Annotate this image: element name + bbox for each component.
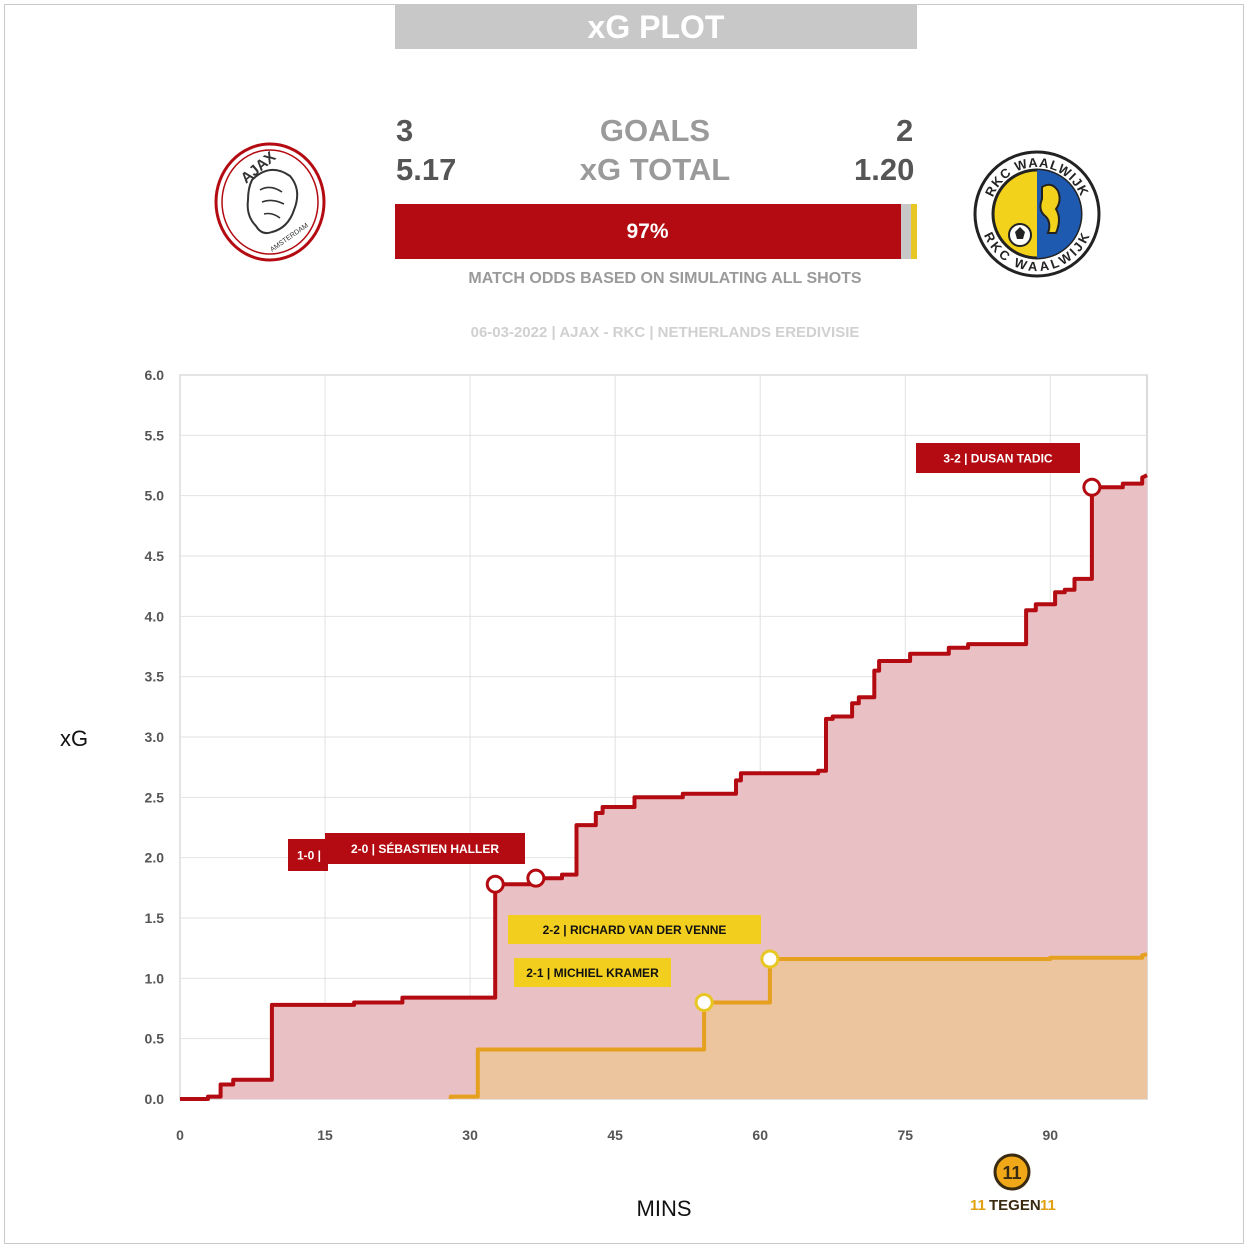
y-tick-label: 5.5: [145, 427, 165, 443]
brand-logo: 11 11 TEGEN 11: [970, 1153, 1056, 1214]
match-odds-bar: 97%: [395, 204, 917, 259]
y-tick-label: 3.0: [145, 729, 165, 745]
goal-marker: [526, 868, 546, 888]
goal-marker: [1082, 477, 1102, 497]
goal-annotation-label: 2-1 | MICHIEL KRAMER: [526, 966, 659, 980]
odds-draw-segment: [901, 204, 911, 259]
xg-total-label: xG TOTAL: [579, 152, 731, 187]
series-area: [450, 954, 1147, 1099]
x-tick-label: 90: [1043, 1127, 1059, 1143]
y-tick-label: 1.5: [145, 910, 165, 926]
goal-marker: [485, 874, 505, 894]
goals-label: GOALS: [599, 113, 711, 148]
y-tick-label: 4.0: [145, 608, 165, 624]
x-axis-label: MINS: [637, 1196, 692, 1221]
goal-annotation-box: [325, 833, 525, 864]
y-tick-label: 0.5: [145, 1031, 165, 1047]
home-goals: 3: [396, 113, 414, 148]
y-tick-label: 2.5: [145, 789, 165, 805]
y-tick-label: 0.0: [145, 1091, 165, 1107]
y-tick-label: 6.0: [145, 367, 165, 383]
goal-annotation-label: 3-2 | DUSAN TADIC: [943, 452, 1052, 466]
x-tick-label: 0: [176, 1127, 184, 1143]
goal-annotation-box: [514, 958, 671, 987]
y-tick-label: 1.0: [145, 970, 165, 986]
away-xg-total: 1.20: [854, 152, 915, 187]
svg-text:11: 11: [970, 1197, 986, 1214]
goal-marker: [760, 949, 780, 969]
x-tick-label: 30: [462, 1127, 478, 1143]
away-goals: 2: [896, 113, 914, 148]
y-tick-label: 3.5: [145, 669, 165, 685]
goal-annotation-box: [288, 839, 328, 871]
goal-annotation-label: 2-0 | SÉBASTIEN HALLER: [351, 841, 499, 856]
series-line: [448, 952, 1148, 1099]
match-info: 06-03-2022 | AJAX - RKC | NETHERLANDS ER…: [470, 324, 860, 341]
lion-icon: [1039, 183, 1061, 234]
page-title: xG PLOT: [395, 5, 917, 49]
y-tick-label: 4.5: [145, 548, 165, 564]
y-axis-label: xG: [60, 726, 88, 751]
odds-away-segment: [911, 204, 917, 259]
x-tick-label: 45: [607, 1127, 623, 1143]
svg-text:11: 11: [1040, 1197, 1056, 1214]
x-tick-label: 15: [317, 1127, 333, 1143]
home-team-badge: AJAX AMSTERDAM: [214, 142, 326, 262]
brand-mark: 11: [1002, 1163, 1021, 1183]
series-line: [180, 473, 1148, 1101]
goal-marker: [694, 992, 714, 1012]
home-xg-total: 5.17: [396, 152, 457, 187]
away-team-badge: RKC WAALWIJK RKC WAALWIJK: [973, 150, 1101, 278]
y-tick-label: 2.0: [145, 850, 165, 866]
ajax-head-icon: [246, 169, 299, 235]
odds-note: MATCH ODDS BASED ON SIMULATING ALL SHOTS: [468, 270, 862, 287]
goal-annotation-label: 2-2 | RICHARD VAN DER VENNE: [543, 923, 727, 937]
y-tick-label: 5.0: [145, 488, 165, 504]
x-tick-label: 75: [897, 1127, 913, 1143]
odds-home-label: 97%: [626, 220, 669, 243]
page-frame: [4, 4, 1244, 1244]
goal-annotation-box: [916, 443, 1080, 473]
series-area: [180, 475, 1147, 1099]
brand-name: TEGEN: [989, 1197, 1041, 1214]
goal-annotation-label: 1-0 |: [297, 849, 321, 863]
odds-home-segment: [395, 204, 901, 259]
x-tick-label: 60: [752, 1127, 768, 1143]
goal-annotation-box: [508, 915, 761, 944]
